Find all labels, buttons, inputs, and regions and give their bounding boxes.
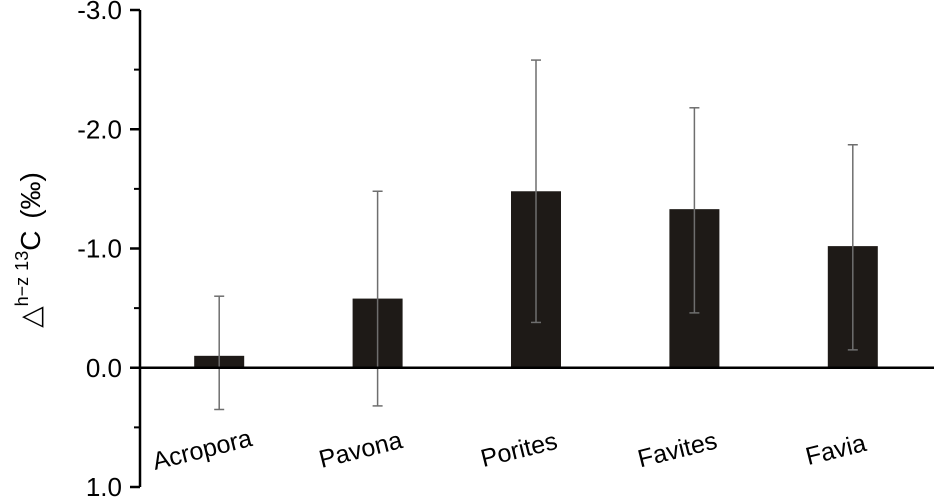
y-tick-label: 0.0 [86, 353, 122, 383]
x-label-porites: Porites [478, 427, 560, 473]
x-label-pavona: Pavona [316, 426, 405, 474]
y-tick-label: 1.0 [86, 472, 122, 500]
y-tick-label: -3.0 [77, 0, 122, 25]
y-tick-label: -1.0 [77, 234, 122, 264]
y-title-main: C [15, 231, 46, 251]
y-title-prefix: △ [15, 306, 46, 328]
x-label-favia: Favia [803, 429, 869, 471]
y-title-sup1: h−z [12, 277, 32, 307]
x-labels-group: Acropora Pavona Porites Favites Favia [150, 424, 869, 476]
y-title-sup2: 13 [12, 251, 32, 271]
y-tick-label: -2.0 [77, 114, 122, 144]
x-label-acropora: Acropora [150, 424, 255, 476]
y-axis-title: △h−z 13C (‰) [12, 172, 46, 328]
error-bars-group [214, 59, 858, 411]
y-title-unit: (‰) [15, 172, 46, 226]
x-label-favites: Favites [635, 427, 720, 474]
y-ticks-group: 1.0 0.0 -1.0 -2.0 -3.0 [77, 0, 140, 500]
